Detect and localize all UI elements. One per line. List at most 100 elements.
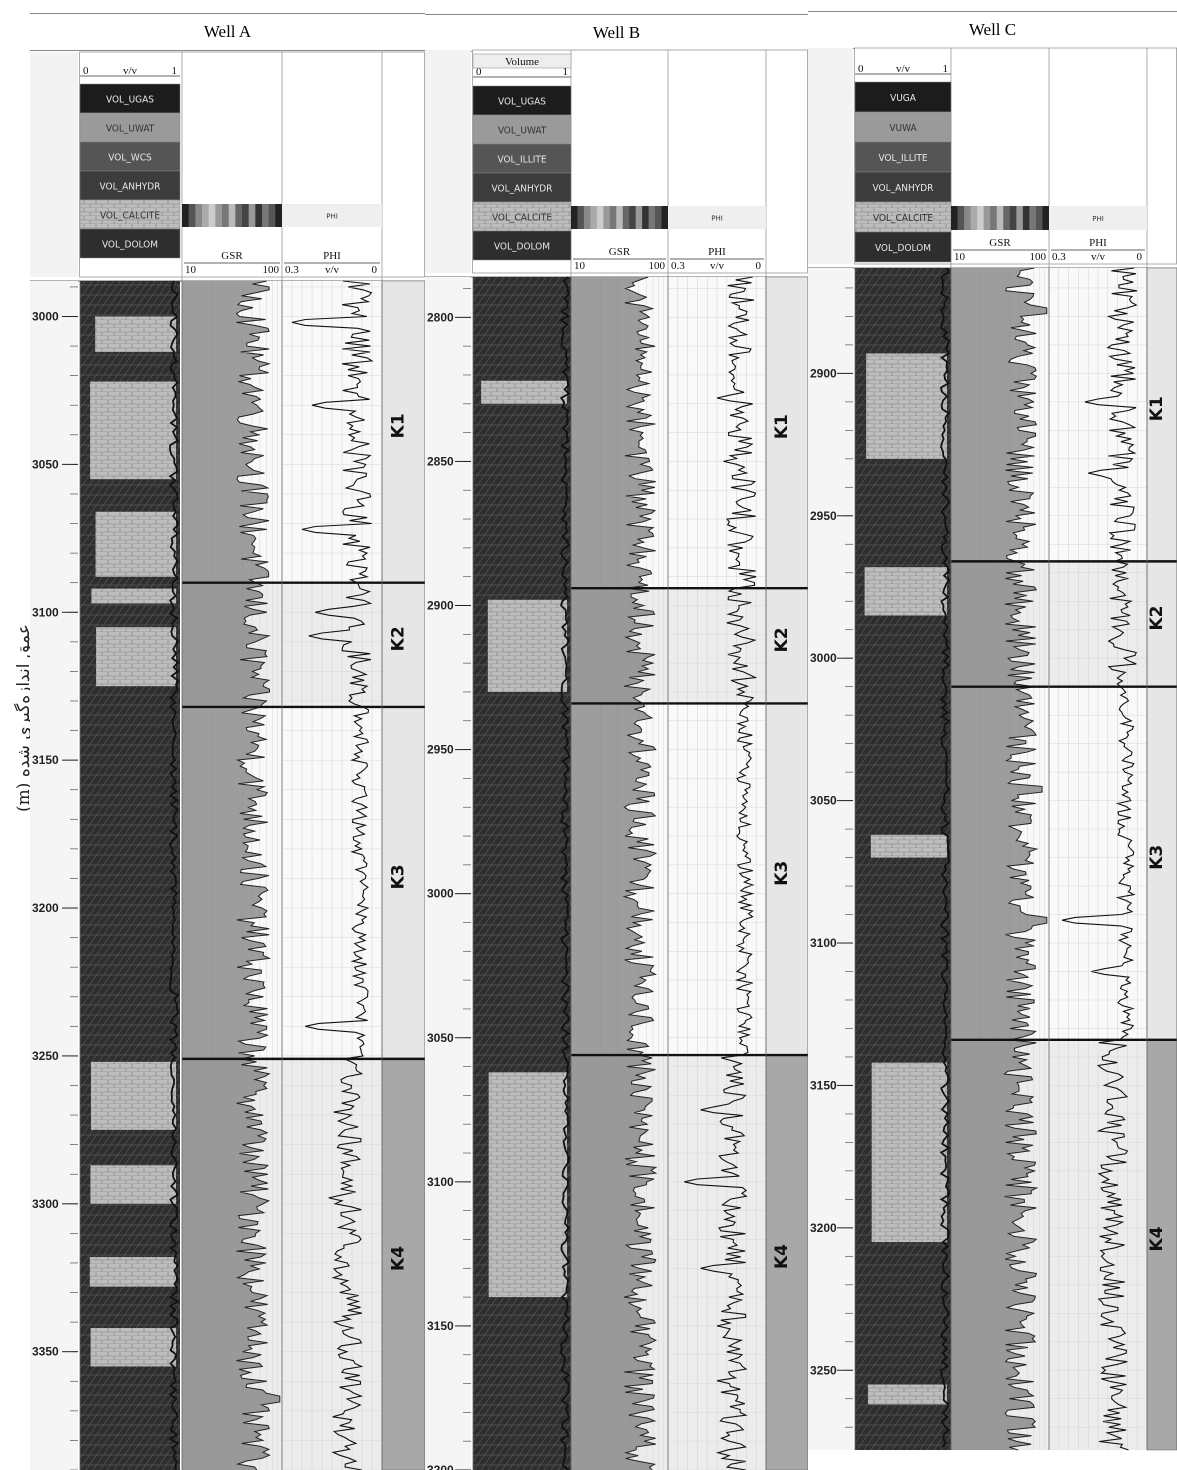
volume-calcite-interval [488, 1072, 567, 1298]
gsr-curve [235, 280, 281, 1470]
depth-tick-label: 3200 [427, 1463, 454, 1470]
depth-tick-label: 3250 [32, 1049, 59, 1063]
volume-calcite-interval [89, 1257, 176, 1287]
depth-tick-label: 3050 [427, 1031, 454, 1045]
volume-legend-swatch [472, 143, 572, 174]
volume-scale-max: 1 [172, 65, 178, 77]
volume-legend-swatch [79, 199, 181, 230]
gsr-colorbar-cell [1016, 206, 1024, 230]
gsr-colorbar-cell [964, 206, 972, 230]
volume-header-box [472, 53, 572, 69]
volume-legend-label: VOL_ILLITE [497, 155, 546, 166]
gsr-track-label: GSR [609, 246, 631, 258]
volume-legend-swatch [854, 111, 952, 143]
zone-label: K3 [772, 861, 792, 886]
volume-calcite-interval [95, 316, 176, 352]
depth-tick-label: 3100 [32, 605, 59, 619]
depth-tick-label: 2900 [810, 366, 837, 380]
gsr-colorbar-cell [596, 206, 604, 229]
gsr-colorbar-cell [1022, 206, 1030, 230]
phi-scale-min: 0.3 [285, 264, 299, 276]
volume-calcite-interval [866, 353, 947, 459]
well-c-log-svg: 0 v/v 1 VUGA VUWA VOL_ILLITE VOL_ANHYDR VOL_CAL… [808, 47, 1177, 1451]
depth-tick-label: 3300 [32, 1197, 59, 1211]
depth-tick-label: 3250 [810, 1363, 837, 1377]
zone-label: K4 [1147, 1226, 1167, 1251]
volume-legend-label: VOL_DOLOM [494, 242, 550, 253]
zone-label: K1 [772, 414, 792, 439]
phi-track-label: PHI [1089, 237, 1107, 249]
volume-legend-swatch [472, 114, 572, 145]
log-header: Volume 0 1 VOL_UGAS VOL_UWAT VOL_ILLITE VOL_AN… [425, 49, 808, 278]
gsr-colorbar-cell [635, 206, 643, 229]
gsr-colorbar-cell [590, 206, 598, 229]
zone-track-cell [1146, 686, 1177, 1041]
gsr-colorbar-cell [228, 204, 236, 227]
gsr-colorbar-cell [951, 206, 959, 230]
gsr-colorbar-cell [1035, 206, 1043, 230]
depth-tick-label: 2950 [810, 509, 837, 523]
gsr-colorbar-cell [977, 206, 985, 230]
gsr-colorbar-cell [208, 204, 216, 227]
volume-scale-unit: v/v [896, 63, 911, 75]
volume-fluid-edge [168, 280, 180, 1470]
gsr-colorbar-cell [661, 206, 669, 229]
gsr-colorbar-cell [268, 204, 276, 227]
volume-legend-label: VOL_UWAT [498, 126, 547, 137]
volume-scale-min: 0 [858, 63, 864, 75]
volume-legend-swatch [854, 81, 952, 113]
volume-legend-label: VOL_ANHYDR [873, 183, 934, 194]
gsr-colorbar-cell [655, 206, 663, 229]
volume-calcite-interval [867, 1384, 947, 1405]
gsr-colorbar-cell [222, 204, 230, 227]
phi-scale-unit: v/v [325, 264, 340, 276]
volume-legend-swatch [79, 228, 181, 259]
gsr-track-label: GSR [221, 250, 243, 262]
depth-track-bg [808, 268, 853, 1450]
gsr-colorbar-cell [616, 206, 624, 229]
volume-calcite-interval [871, 1062, 947, 1243]
depth-ticks: 3000 3050 3100 3150 3200 3250 3300 3350 [32, 286, 78, 1470]
phi-scale-unit: v/v [1091, 251, 1106, 263]
phi-scale-max: 0 [1137, 251, 1143, 263]
depth-tick-label: 2900 [427, 599, 454, 613]
volume-calcite-interval [90, 381, 176, 480]
well-b-log-svg: Volume 0 1 VOL_UGAS VOL_UWAT VOL_ILLITE VOL_AN… [425, 49, 808, 1470]
gsr-colorbar-cell [990, 206, 998, 230]
gsr-colorbar-cell [1029, 206, 1037, 230]
volume-calcite-interval [90, 1165, 176, 1204]
volume-calcite-interval [90, 1328, 176, 1367]
depth-tick-label: 2850 [427, 454, 454, 468]
depth-tick-label: 3350 [32, 1345, 59, 1359]
volume-calcite-interval [864, 567, 947, 616]
depth-tick-label: 2950 [427, 743, 454, 757]
log-plot: K1 K2 K3 K4 3000 3050 3100 3150 3200 3250 3300 3350 [30, 280, 425, 1470]
volume-legend-swatch [79, 83, 181, 114]
volume-header-label: Volume [505, 56, 539, 68]
gsr-colorbar-cell [603, 206, 611, 229]
phi-scale-min: 0.3 [671, 260, 685, 272]
depth-header-cell [30, 52, 78, 277]
phi-legend-label: PHI [711, 215, 723, 223]
phi-legend-label: PHI [326, 213, 338, 221]
zone-track-cell [381, 582, 425, 708]
gsr-scale-max: 100 [649, 260, 666, 272]
phi-legend-box [668, 206, 766, 229]
volume-legend-label: VOL_DOLOM [875, 243, 931, 254]
log-header: 0 v/v 1 VOL_UGAS VOL_UWAT VOL_WCS VOL_ANHYDR VO… [30, 51, 425, 282]
phi-legend-label: PHI [1092, 215, 1104, 223]
well-title: Well C [808, 11, 1177, 49]
volume-calcite-interval [91, 588, 176, 604]
volume-calcite-interval [96, 627, 176, 687]
zone-label: K2 [389, 626, 409, 651]
zone-label: K2 [1147, 606, 1167, 631]
gsr-fill [571, 277, 656, 1470]
depth-header-cell [808, 48, 853, 264]
volume-calcite-interval [870, 834, 947, 858]
volume-dolomite-fill [855, 268, 951, 1450]
volume-legend-swatch [854, 171, 952, 203]
volume-legend-label: VUGA [890, 93, 917, 104]
gsr-colorbar-cell [195, 204, 203, 227]
gsr-colorbar-cell [571, 206, 578, 229]
volume-scale-max: 1 [943, 63, 949, 75]
